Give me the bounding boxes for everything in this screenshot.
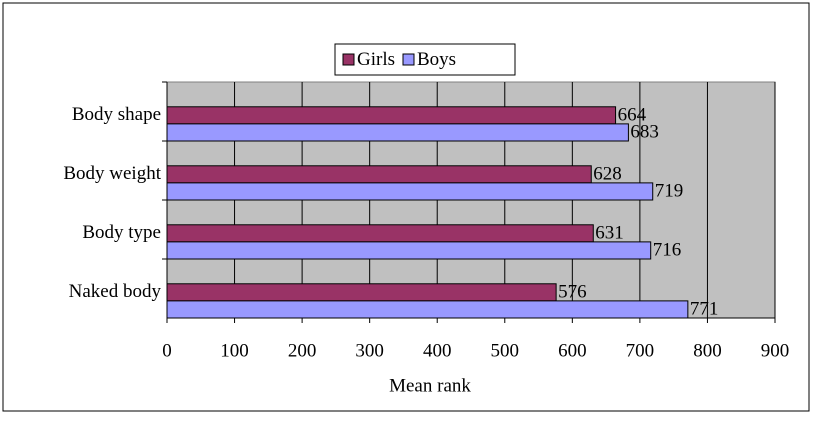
legend-swatch <box>342 53 355 66</box>
x-axis-title: Mean rank <box>389 375 471 396</box>
y-tick-label: Body shape <box>72 104 161 125</box>
x-tick-label: 100 <box>220 340 249 361</box>
x-tick-label: 900 <box>761 340 790 361</box>
bar <box>166 106 617 125</box>
bar <box>166 300 689 319</box>
y-tick-label: Body type <box>82 222 161 243</box>
x-tick-label: 500 <box>491 340 520 361</box>
data-label: 631 <box>595 223 624 244</box>
x-tick-label: 300 <box>355 340 384 361</box>
y-tick-label: Body weight <box>63 163 161 184</box>
data-label: 576 <box>558 282 587 303</box>
bar <box>166 283 557 302</box>
data-label: 683 <box>630 122 659 143</box>
data-label: 664 <box>618 105 647 126</box>
data-label: 719 <box>655 181 684 202</box>
data-label: 628 <box>593 164 622 185</box>
legend-label: Boys <box>417 49 456 70</box>
bar <box>166 123 629 142</box>
legend-swatch <box>402 53 415 66</box>
bar <box>166 182 654 201</box>
x-tick-label: 200 <box>288 340 317 361</box>
bar <box>166 165 592 184</box>
bar <box>166 241 652 260</box>
legend-label: Girls <box>357 49 395 70</box>
data-label: 771 <box>690 299 719 320</box>
x-tick-label: 0 <box>162 340 172 361</box>
data-label: 716 <box>653 240 682 261</box>
bar <box>166 224 594 243</box>
x-tick-label: 400 <box>423 340 452 361</box>
legend-box <box>334 43 516 76</box>
y-tick-label: Naked body <box>69 281 162 302</box>
x-tick-label: 700 <box>626 340 655 361</box>
x-tick-label: 800 <box>693 340 722 361</box>
x-tick-label: 600 <box>558 340 587 361</box>
